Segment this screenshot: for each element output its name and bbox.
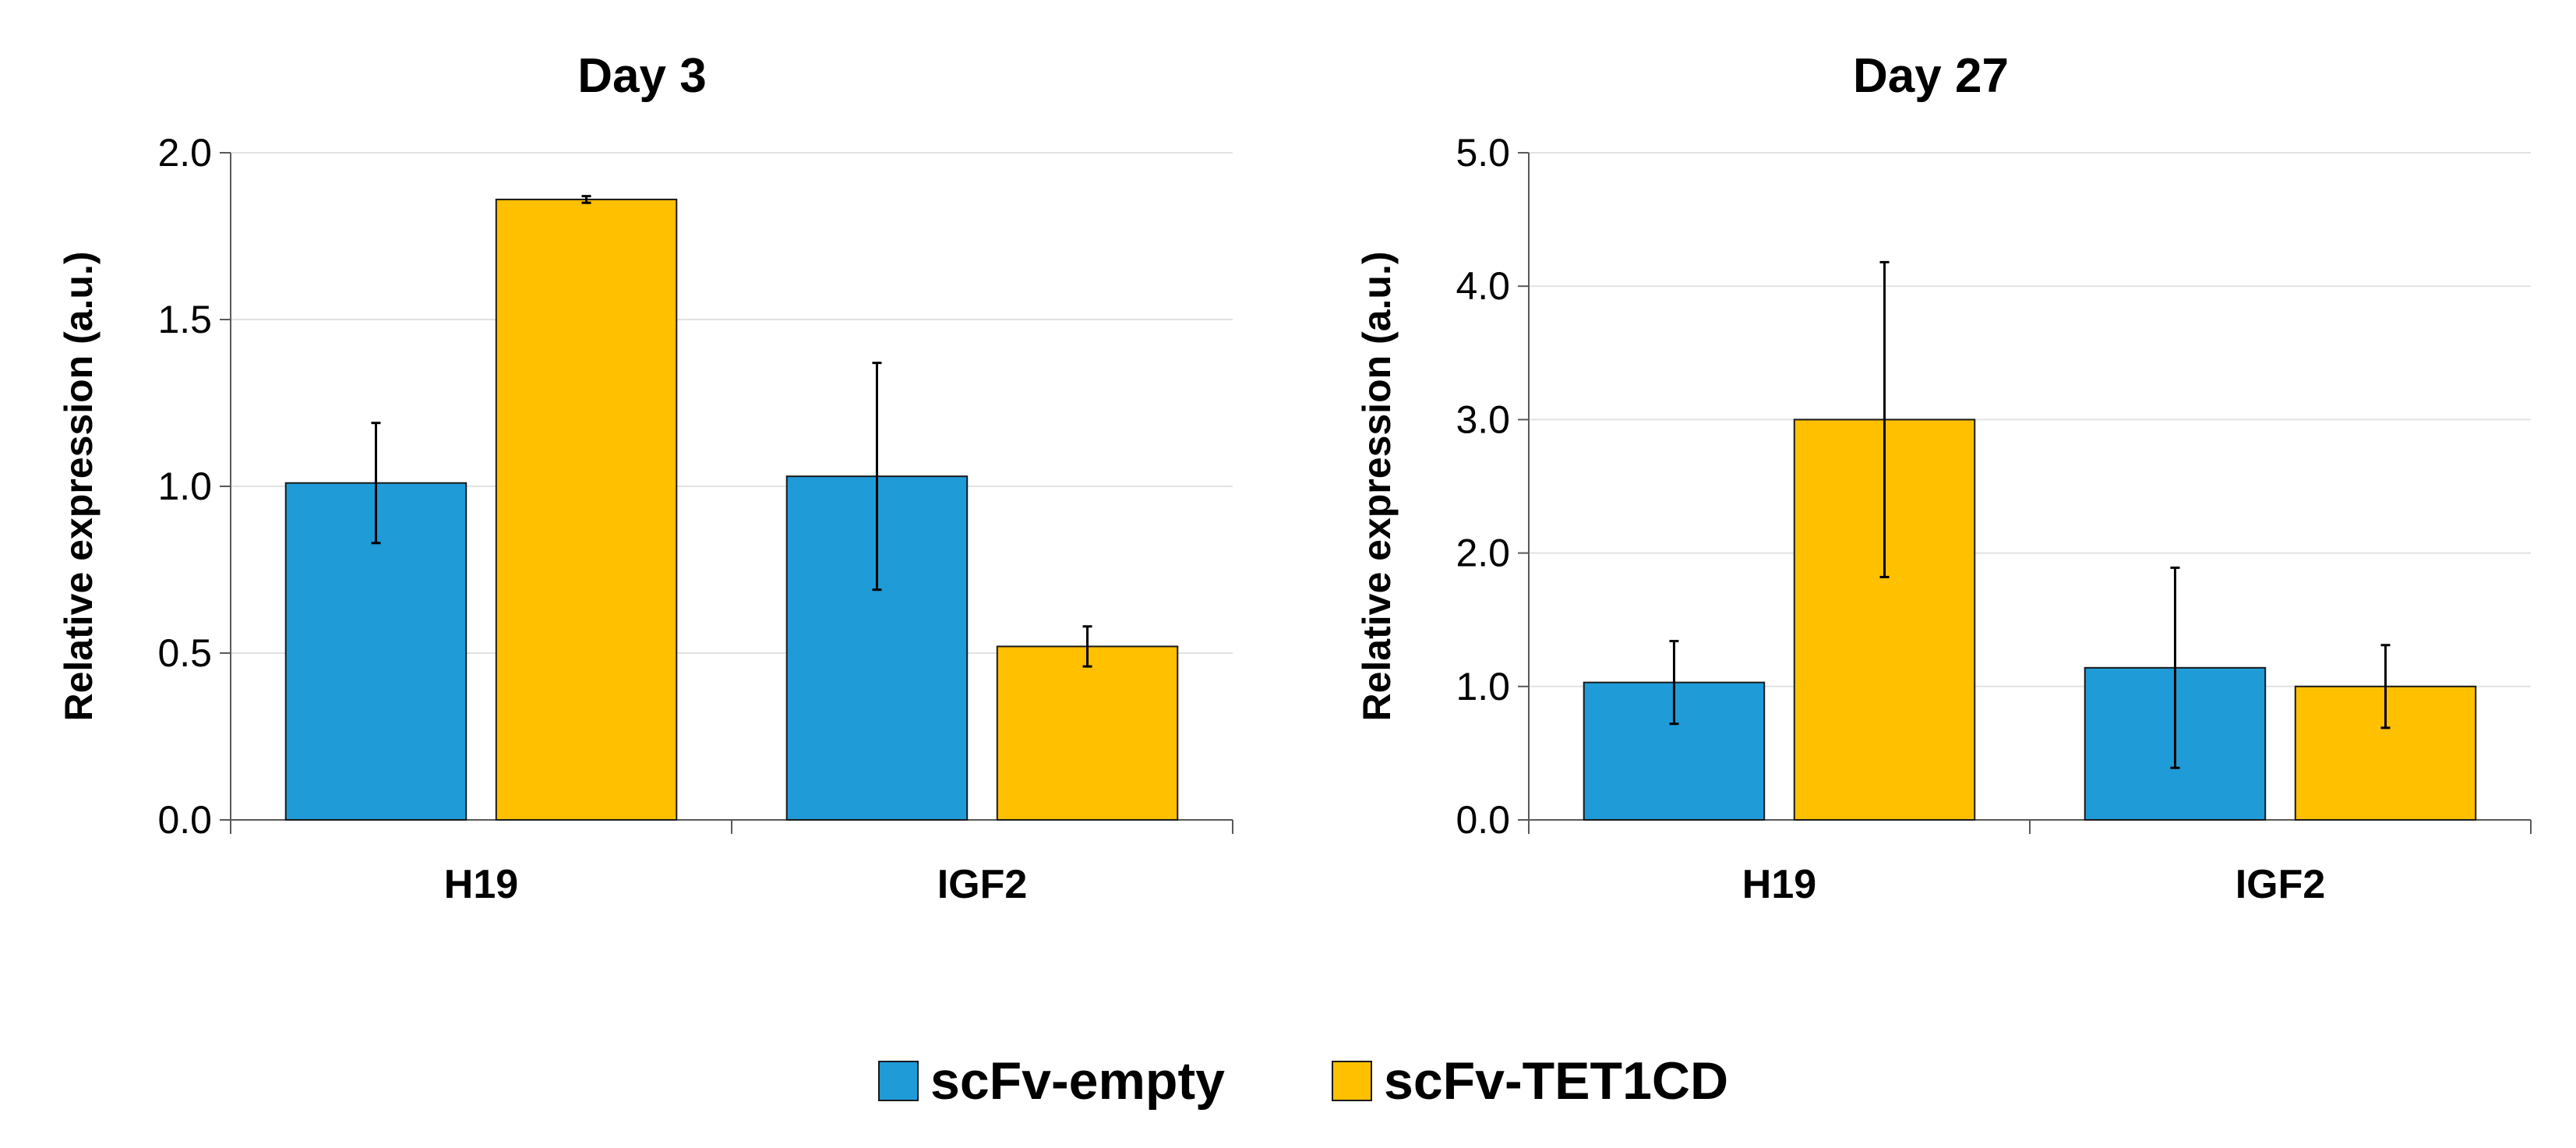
x-category-label-igf2: IGF2: [937, 862, 1028, 907]
x-category-label-igf2: IGF2: [2235, 862, 2326, 907]
y-tick-label: 2.0: [1456, 532, 1510, 575]
chart-title: Day 27: [1853, 49, 2009, 103]
y-tick-label: 5.0: [1456, 131, 1510, 175]
y-tick-label: 0.0: [1456, 798, 1510, 842]
bar-scfv-tet1cd-h19: [495, 198, 678, 821]
legend-item-scfv-tet1cd: scFv-TET1CD: [1332, 1051, 1728, 1111]
y-tick-label: 2.0: [157, 131, 212, 175]
chart-day-3: Day 3 0.0 0.5 1.0 1.5 2.0 Relative expression …: [57, 49, 1233, 907]
legend: scFv-empty scFv-TET1CD: [878, 1051, 1728, 1111]
y-tick-label: 1.0: [1456, 665, 1510, 708]
legend-label-scfv-tet1cd: scFv-TET1CD: [1384, 1051, 1728, 1111]
legend-item-scfv-empty: scFv-empty: [878, 1051, 1225, 1111]
y-tick-label: 1.5: [157, 298, 212, 341]
y-tick-label: 0.5: [157, 631, 212, 675]
y-axis-label: Relative expression (a.u.): [1355, 251, 1399, 721]
bar-scfv-tet1cd-igf2: [996, 645, 1179, 821]
y-tick-label: 3.0: [1456, 397, 1510, 441]
legend-label-scfv-empty: scFv-empty: [930, 1051, 1225, 1111]
chart-title: Day 3: [577, 49, 706, 103]
y-tick-label: 0.0: [157, 798, 212, 842]
y-tick-label: 1.0: [157, 464, 212, 508]
chart-day-27: Day 27 0.0 1.0 2.0 3.0 4.0 5.0 Relative express…: [1355, 49, 2532, 907]
y-tick-label: 4.0: [1456, 264, 1510, 308]
legend-swatch-scfv-tet1cd: [1332, 1061, 1372, 1101]
y-axis-label: Relative expression (a.u.): [57, 251, 101, 721]
x-category-label-h19: H19: [1742, 862, 1816, 907]
x-category-label-h19: H19: [444, 862, 518, 907]
legend-swatch-scfv-empty: [878, 1061, 919, 1101]
